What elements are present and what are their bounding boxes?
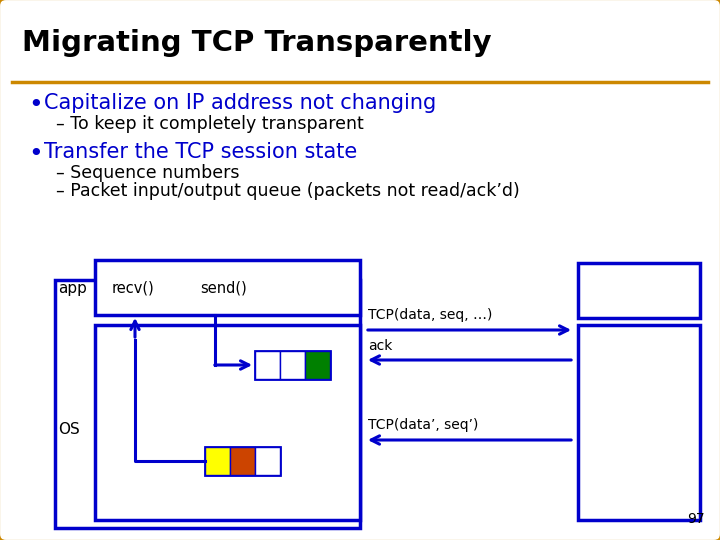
Bar [255,447,280,475]
Bar [255,351,280,379]
Bar [55,280,360,528]
Text: 97: 97 [688,512,705,526]
Text: send(): send() [200,280,247,295]
Bar [95,325,360,520]
Text: Capitalize on IP address not changing: Capitalize on IP address not changing [44,93,436,113]
Text: Migrating TCP Transparently: Migrating TCP Transparently [22,29,492,57]
Text: TCP(data’, seq’): TCP(data’, seq’) [368,418,478,432]
Text: TCP(data, seq, …): TCP(data, seq, …) [368,308,492,322]
Bar [205,447,230,475]
Text: •: • [28,142,42,166]
Text: ack: ack [368,339,392,353]
Text: Transfer the TCP session state: Transfer the TCP session state [44,142,357,162]
Bar [255,351,330,379]
Bar [230,447,255,475]
Bar [95,260,360,315]
Text: – Packet input/output queue (packets not read/ack’d): – Packet input/output queue (packets not… [56,182,520,200]
Text: •: • [28,93,42,117]
Text: – To keep it completely transparent: – To keep it completely transparent [56,115,364,133]
Text: – Sequence numbers: – Sequence numbers [56,164,240,182]
Bar [305,351,330,379]
Text: OS: OS [58,422,80,437]
Bar [205,447,280,475]
Bar [280,351,305,379]
Bar [578,263,700,318]
Bar [578,325,700,520]
Text: recv(): recv() [112,280,155,295]
Text: app: app [58,280,87,295]
